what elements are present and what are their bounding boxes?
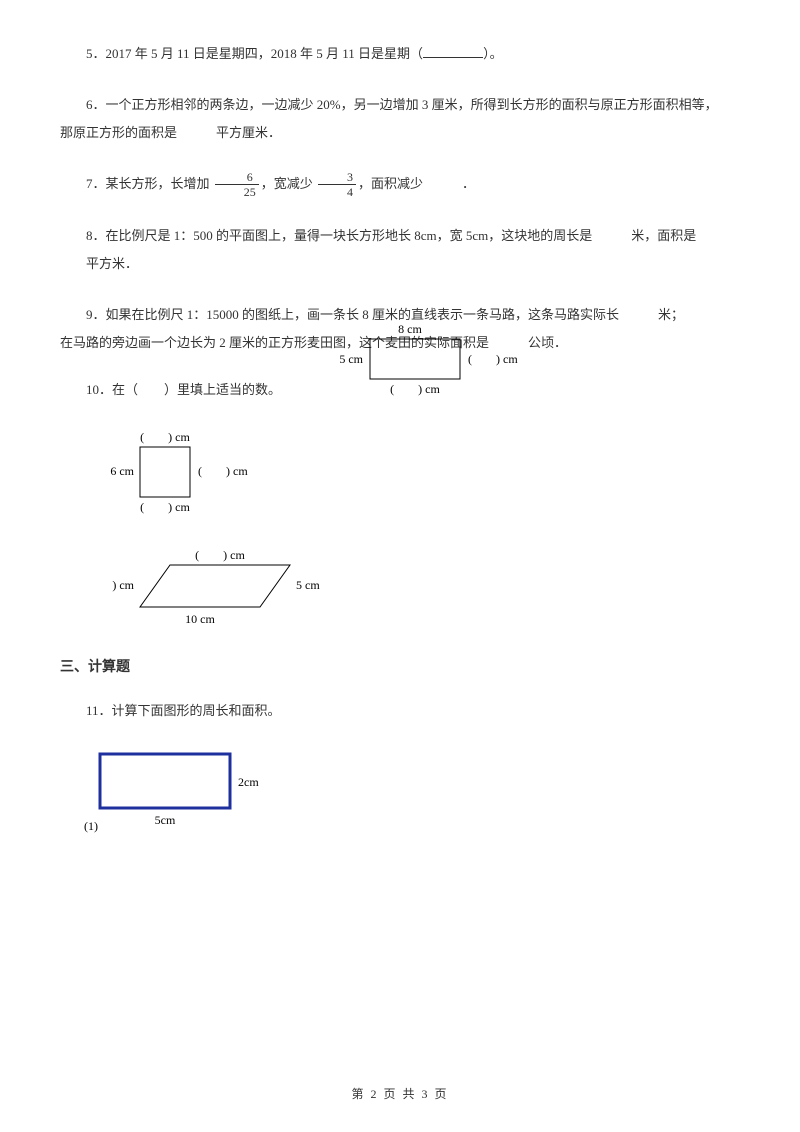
q6-num: 6． [86,97,106,112]
page-footer: 第 2 页 共 3 页 [0,1085,800,1104]
f2-num: 3 [318,170,356,185]
section-3-header: 三、计算题 [60,657,740,679]
f2-den: 4 [318,185,356,199]
q8-num: 8． [86,228,106,243]
q8-line1: 在比例尺是 1：500 的平面图上，量得一块长方形地长 8cm，宽 5cm，这块… [106,228,697,243]
q5-text-b: ）。 [483,46,503,61]
fig3-bottom: 10 cm [185,612,215,626]
question-8: 8．在比例尺是 1：500 的平面图上，量得一块长方形地长 8cm，宽 5cm，… [60,222,740,279]
fig3-left: ( ) cm [90,578,135,592]
q5-num: 5． [86,46,106,61]
square-shape [140,447,190,497]
q9-line1: 如果在比例尺 1：15000 的图纸上，画一条长 8 厘米的直线表示一条马路，这… [106,307,685,322]
q7-mid: ，宽减少 [261,176,313,191]
f1-num: 6 [215,170,259,185]
parallelogram-diagram: ( ) cm ( ) cm 5 cm 10 cm [90,547,350,637]
blank [423,57,483,58]
q6-line2: 那原正方形的面积是 平方厘米． [60,119,740,148]
q5-text-a: 2017 年 5 月 11 日是星期四，2018 年 5 月 11 日是星期（ [106,46,424,61]
fig2-right: ( ) cm [198,464,248,478]
fraction-1: 6 25 [215,170,259,200]
q11-num: 11． [86,703,112,718]
q11-height: 2cm [238,775,259,789]
fig1-top: 8 cm [398,322,422,336]
q7-pre: 某长方形，长增加 [106,176,210,191]
q10-num: 10． [86,382,112,397]
q11-width: 5cm [155,813,176,827]
rectangle-calc-diagram: 2cm 5cm (1) [80,748,310,836]
q7-post: ，面积减少 ． [358,176,475,191]
f1-den: 25 [215,185,259,199]
question-7: 7．某长方形，长增加 6 25 ，宽减少 3 4 ，面积减少 ． [60,170,740,200]
fig3-right: 5 cm [296,578,320,592]
fig2-top: ( ) cm [140,430,190,444]
question-6: 6．一个正方形相邻的两条边，一边减少 20%，另一边增加 3 厘米，所得到长方形… [60,91,740,148]
q10-fig2: ( ) cm 6 cm ( ) cm ( ) cm [90,429,740,529]
fig1-bottom: ( ) cm [390,382,440,396]
parallelogram-shape [140,565,290,607]
q11-sub: (1) [84,819,98,833]
q7-num: 7． [86,176,106,191]
square-diagram: ( ) cm 6 cm ( ) cm ( ) cm [90,429,310,529]
q9-num: 9． [86,307,106,322]
q10-text: 在（ ）里填上适当的数。 [112,382,281,397]
q11-text: 计算下面图形的周长和面积。 [112,703,281,718]
q11-figure: 2cm 5cm (1) [80,748,740,836]
q6-line1: 一个正方形相邻的两条边，一边减少 20%，另一边增加 3 厘米，所得到长方形的面… [106,97,718,112]
fig1-left: 5 cm [339,352,363,366]
q10-fig3: ( ) cm ( ) cm 5 cm 10 cm [90,547,740,637]
fig2-left: 6 cm [110,464,134,478]
fig2-bottom: ( ) cm [140,500,190,514]
q8-line2: 平方米． [60,250,740,279]
question-5: 5．2017 年 5 月 11 日是星期四，2018 年 5 月 11 日是星期… [60,40,740,69]
blue-rect [100,754,230,808]
fraction-2: 3 4 [318,170,356,200]
question-11: 11．计算下面图形的周长和面积。 [60,697,740,726]
fig3-top: ( ) cm [195,548,245,562]
fig1-right: ( ) cm [468,352,518,366]
